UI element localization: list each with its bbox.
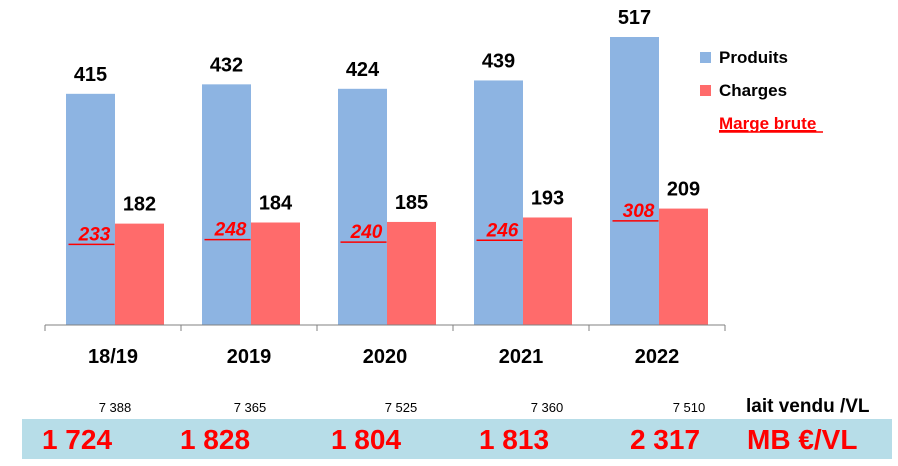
x-tick-label: 2021 xyxy=(499,346,544,368)
data-label-charges: 182 xyxy=(123,194,156,216)
data-label-marge-brute: 248 xyxy=(214,220,247,241)
data-label-charges: 184 xyxy=(259,193,293,215)
bar-charges xyxy=(115,223,164,325)
mb-per-vl-value: 2 317 xyxy=(630,424,700,455)
data-label-produits: 432 xyxy=(210,54,243,76)
bar-charges xyxy=(251,222,300,325)
data-label-marge-brute: 246 xyxy=(486,220,519,241)
bar-produits xyxy=(66,93,115,325)
lait-vendu-value: 7 360 xyxy=(531,400,564,415)
bar-charges xyxy=(387,221,436,325)
mb-per-vl-value: 1 813 xyxy=(479,424,549,455)
x-tick-label: 2019 xyxy=(227,346,272,368)
mb-per-vl-value: 1 828 xyxy=(180,424,250,455)
data-label-produits: 415 xyxy=(74,64,107,86)
bar-produits xyxy=(338,88,387,325)
lait-vendu-value: 7 388 xyxy=(99,400,132,415)
data-label-charges: 185 xyxy=(395,192,428,214)
lait-vendu-value: 7 365 xyxy=(234,400,267,415)
legend-label-produits: Produits xyxy=(719,48,788,67)
data-label-charges: 209 xyxy=(667,179,700,201)
x-tick-label: 18/19 xyxy=(88,346,138,368)
legend-label-marge-brute: Marge brute xyxy=(719,114,816,133)
mb-per-vl-value: 1 724 xyxy=(42,424,112,455)
legend-label-charges: Charges xyxy=(719,81,787,100)
x-tick-label: 2022 xyxy=(635,346,680,368)
bar-produits xyxy=(474,80,523,325)
bar-produits xyxy=(202,84,251,325)
legend-swatch-produits xyxy=(700,52,711,63)
x-tick-label: 2020 xyxy=(363,346,408,368)
data-label-produits: 424 xyxy=(346,59,380,81)
mb-band xyxy=(22,419,892,459)
lait-vendu-value: 7 525 xyxy=(385,400,418,415)
mb-per-vl-label: MB €/VL xyxy=(747,424,857,455)
data-label-charges: 193 xyxy=(531,187,564,209)
legend-swatch-charges xyxy=(700,85,711,96)
bar-charges xyxy=(659,208,708,325)
bar-produits xyxy=(610,37,659,325)
lait-vendu-label: lait vendu /VL xyxy=(746,396,870,417)
data-label-marge-brute: 233 xyxy=(78,224,111,245)
mb-per-vl-value: 1 804 xyxy=(331,424,401,455)
data-label-marge-brute: 308 xyxy=(623,201,655,222)
data-label-produits: 439 xyxy=(482,50,515,72)
bar-charges xyxy=(523,217,572,325)
lait-vendu-value: 7 510 xyxy=(673,400,706,415)
data-label-produits: 517 xyxy=(618,7,651,29)
data-label-marge-brute: 240 xyxy=(350,222,383,243)
